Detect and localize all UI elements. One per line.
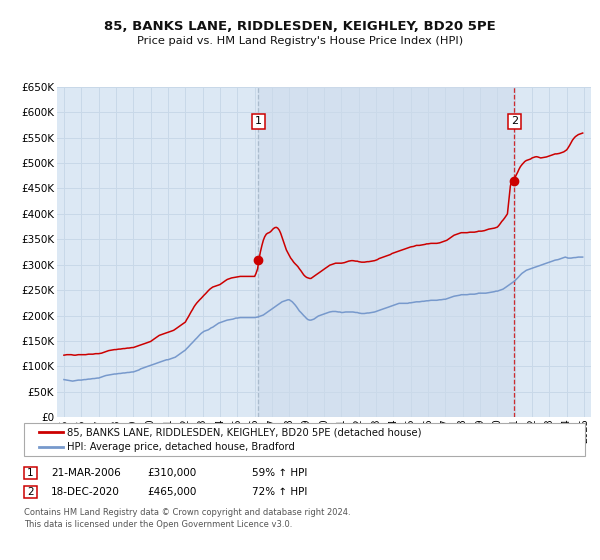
- Text: 2: 2: [511, 116, 518, 127]
- Text: 1: 1: [255, 116, 262, 127]
- Text: 2: 2: [27, 487, 34, 497]
- Text: 85, BANKS LANE, RIDDLESDEN, KEIGHLEY, BD20 5PE (detached house): 85, BANKS LANE, RIDDLESDEN, KEIGHLEY, BD…: [67, 427, 422, 437]
- Text: 1: 1: [27, 468, 34, 478]
- Text: HPI: Average price, detached house, Bradford: HPI: Average price, detached house, Brad…: [67, 442, 295, 452]
- Text: 21-MAR-2006: 21-MAR-2006: [51, 468, 121, 478]
- Text: 59% ↑ HPI: 59% ↑ HPI: [252, 468, 307, 478]
- Bar: [259, 87, 514, 417]
- Text: £310,000: £310,000: [147, 468, 196, 478]
- Text: 85, BANKS LANE, RIDDLESDEN, KEIGHLEY, BD20 5PE: 85, BANKS LANE, RIDDLESDEN, KEIGHLEY, BD…: [104, 20, 496, 32]
- Text: Price paid vs. HM Land Registry's House Price Index (HPI): Price paid vs. HM Land Registry's House …: [137, 36, 463, 46]
- Text: Contains HM Land Registry data © Crown copyright and database right 2024.
This d: Contains HM Land Registry data © Crown c…: [24, 508, 350, 529]
- Text: £465,000: £465,000: [147, 487, 196, 497]
- Text: 72% ↑ HPI: 72% ↑ HPI: [252, 487, 307, 497]
- Text: 18-DEC-2020: 18-DEC-2020: [51, 487, 120, 497]
